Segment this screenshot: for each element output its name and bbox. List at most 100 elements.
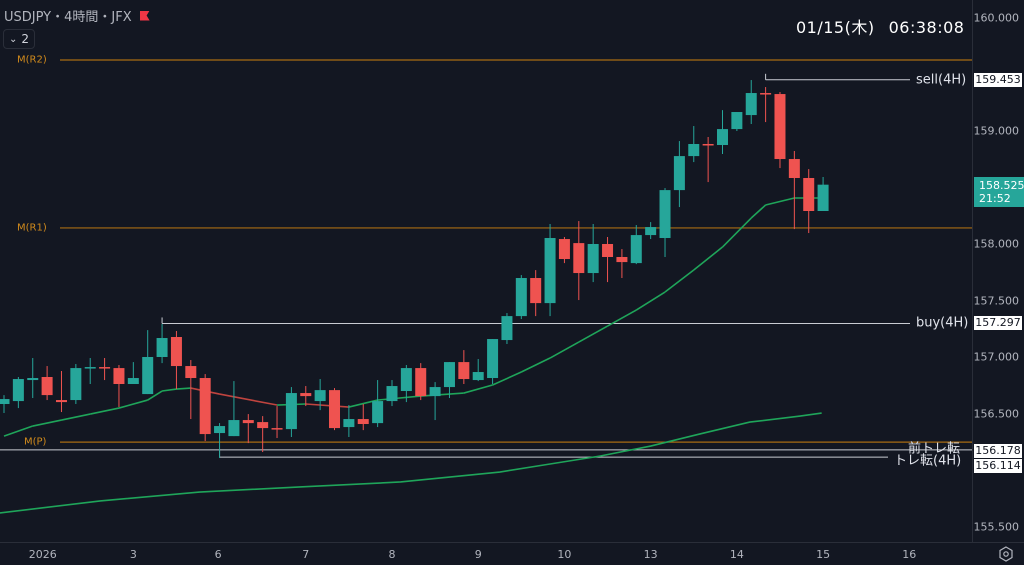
candle [372,380,384,428]
candle-body [257,422,269,429]
candle [400,365,412,403]
candle-body [602,244,614,257]
candle [113,365,125,408]
candle-body [415,368,427,397]
candle [803,169,815,234]
candle [817,176,829,212]
ma-short-segment [3,425,34,437]
settings-icon[interactable] [998,546,1014,562]
candle-body [630,235,642,264]
price-axis[interactable]: 160.000 159.000 158.000 157.500 157.000 156.5… [972,0,1024,542]
candle [731,112,743,131]
ma-short-segment [693,246,723,271]
pivot-label: M(R2) [17,54,47,66]
ma-short-segment [635,291,666,311]
price-tick: 158.000 [973,237,1020,251]
candle [142,330,154,395]
candle [285,387,297,438]
candle [27,358,39,399]
clock: 01/15(木) 06:38:08 [796,14,964,38]
candle [602,236,614,283]
symbol-header[interactable]: USDJPY・4時間・JFX [4,6,150,25]
current-price-label: 158.525 21:52 [974,176,1024,207]
candle [300,386,312,407]
candle-body [329,390,341,429]
candle-body [558,239,570,260]
candle-body [803,178,815,212]
candle-body [616,256,628,263]
candle [156,324,168,364]
candle [271,406,283,439]
candle-body [372,401,384,424]
candle-body [760,93,772,95]
candle-body [127,378,139,385]
candle-body [702,143,714,146]
pivot-label: M(P) [24,436,47,448]
ma-short-segment [520,357,551,373]
candle [544,223,556,317]
indicator-toggle-button[interactable]: ⌄ 2 [3,29,36,49]
candle [415,363,427,401]
candle-body [573,243,585,274]
candle [70,364,82,405]
level-price-label: 156.114 [974,459,1022,473]
candle [745,80,757,124]
candle-body [242,420,254,424]
candle [717,110,728,155]
candle-body [300,393,312,397]
time-tick: 15 [816,548,831,561]
chevron-down-icon: ⌄ [9,33,18,45]
level-name: buy(4H) [914,315,971,331]
candle [199,374,211,442]
flag-icon[interactable] [139,10,150,21]
candle-body [544,238,556,304]
time-axis[interactable]: 2026 3 6 7 8 9 10 13 14 15 16 [0,542,1024,565]
candle [487,339,499,385]
current-price: 158.525 [979,178,1024,192]
symbol-title: USDJPY・4時間・JFX [4,10,132,25]
candle-body [817,184,829,212]
ma-short-segment [549,341,580,359]
candle-body [41,377,53,396]
candle [774,92,786,169]
candle-body [170,336,182,367]
candle-body [515,278,527,317]
candle [587,223,599,283]
pivot-label: M(R1) [17,222,47,234]
candle-body [400,368,412,392]
price-tick: 160.000 [973,11,1020,25]
time-tick: 16 [902,548,917,561]
candle [788,151,800,230]
candle-body [688,143,700,157]
time-tick: 9 [474,548,482,561]
candle [443,362,455,399]
candle [0,395,10,414]
candle-body [271,428,283,430]
candle [343,405,355,438]
candle-body [458,362,470,380]
candle-body [228,420,240,437]
candle [515,275,527,320]
candle-body [386,386,398,402]
level-price-label: 159.453 [974,72,1022,87]
candle [55,371,67,413]
candle-body [55,400,67,403]
candle [329,388,341,431]
candle [458,350,470,385]
ma-short-segment [61,413,91,421]
candle-body [99,367,111,369]
time-tick: 14 [729,548,744,561]
candle-body [429,387,441,397]
level-name: 前トレ転 [908,441,961,457]
ma-short-segment [377,395,421,401]
price-chart[interactable] [0,0,972,542]
level-price-label: 157.297 [974,316,1022,331]
candle [386,380,398,407]
time-tick: 10 [557,548,572,561]
price-tick: 157.500 [973,294,1020,307]
candle-body [113,368,125,385]
candle [185,360,197,420]
ma-short-segment [463,384,493,394]
bar-countdown: 21:52 [979,191,1011,205]
time-tick: 3 [129,548,137,561]
